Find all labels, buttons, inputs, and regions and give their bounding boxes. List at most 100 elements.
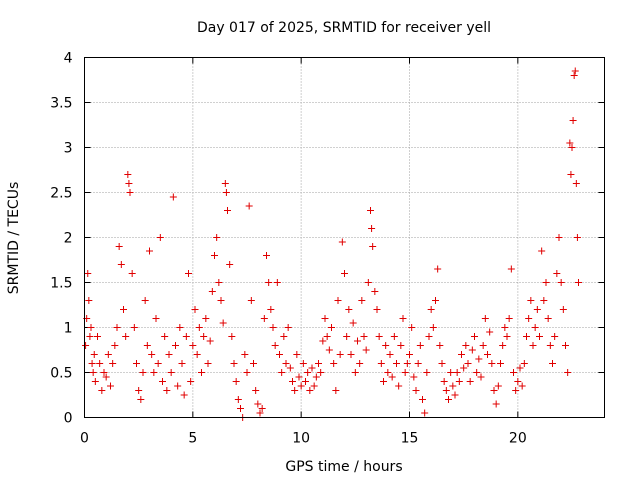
data-point: [187, 378, 195, 385]
data-point: [141, 297, 149, 304]
data-point: [297, 382, 305, 390]
data-point: [104, 351, 112, 358]
data-point: [198, 369, 205, 376]
data-point: [310, 382, 318, 390]
data-point: [403, 360, 411, 367]
data-point: [128, 270, 136, 277]
data-point: [126, 189, 134, 196]
data-point: [124, 171, 132, 178]
data-point: [347, 351, 355, 358]
data-point: [221, 180, 229, 187]
data-point: [278, 369, 286, 376]
data-point: [462, 342, 470, 349]
data-point: [213, 234, 221, 241]
data-point: [82, 342, 90, 349]
data-point: [172, 342, 179, 349]
y-tick-label: 2: [64, 231, 73, 247]
data-point: [520, 360, 528, 367]
x-tick-label: 15: [401, 431, 419, 447]
data-point: [412, 387, 420, 394]
data-point: [338, 238, 346, 246]
data-point: [230, 360, 238, 367]
data-point: [343, 333, 351, 340]
data-point: [375, 333, 383, 340]
data-point: [208, 288, 216, 295]
data-point: [510, 369, 517, 376]
y-tick-label: 0: [64, 411, 73, 427]
data-point: [299, 360, 307, 367]
data-point: [354, 337, 361, 345]
data-point: [505, 315, 513, 322]
data-point: [88, 360, 96, 367]
data-point: [100, 369, 108, 376]
data-point: [492, 400, 500, 408]
data-point: [531, 324, 539, 331]
data-point: [250, 360, 257, 367]
x-tick-label: 0: [80, 431, 89, 447]
y-tick-label: 3: [64, 141, 73, 157]
data-point: [399, 315, 407, 322]
data-point: [256, 409, 264, 417]
data-point: [174, 382, 182, 390]
data-point: [575, 279, 582, 286]
y-tick-label: 1.5: [50, 276, 72, 292]
tick-labels: 0 0.5 1 1.5 2 2.5 3 3.5 4 0 5 10 15 20: [50, 51, 527, 447]
data-point: [87, 324, 95, 331]
data-point: [371, 288, 379, 295]
data-point: [538, 247, 546, 255]
data-point: [176, 324, 184, 331]
data-point: [408, 324, 416, 331]
data-point: [271, 342, 279, 349]
data-point: [143, 342, 151, 349]
data-point: [263, 252, 270, 259]
data-point: [551, 333, 559, 340]
data-point: [546, 342, 554, 349]
data-point: [475, 355, 483, 363]
data-point: [445, 396, 452, 403]
data-point: [202, 315, 210, 322]
plot-frame: [84, 57, 605, 418]
data-point: [152, 315, 160, 322]
data-point: [94, 333, 101, 340]
data-point: [356, 360, 364, 367]
data-point: [360, 333, 368, 340]
data-point: [120, 306, 127, 313]
data-point: [325, 346, 333, 354]
data-point: [89, 369, 97, 376]
data-point: [222, 189, 230, 196]
data-point: [315, 360, 322, 367]
data-point: [321, 315, 329, 322]
data-point: [163, 387, 171, 394]
data-point: [425, 333, 433, 340]
data-point: [167, 369, 175, 376]
data-point: [328, 324, 335, 331]
data-point: [98, 387, 106, 394]
data-point: [234, 396, 242, 403]
data-point: [189, 342, 197, 349]
data-point: [84, 270, 92, 277]
data-point: [243, 369, 251, 376]
y-tick-label: 0.5: [50, 366, 72, 382]
data-point: [401, 369, 409, 376]
data-point: [102, 373, 110, 381]
data-point: [232, 378, 240, 385]
data-point: [386, 351, 394, 358]
data-point: [436, 342, 444, 349]
data-point: [382, 342, 390, 349]
data-point: [204, 360, 212, 367]
data-point: [276, 351, 283, 358]
y-axis-label: SRMTID / TECUs: [6, 182, 22, 295]
data-point: [416, 342, 424, 349]
data-point: [364, 279, 372, 286]
data-point: [377, 360, 385, 367]
data-point: [191, 306, 199, 313]
data-point: [384, 369, 392, 376]
data-point: [481, 315, 489, 322]
data-point: [169, 193, 177, 201]
data-point: [571, 67, 579, 75]
data-point: [291, 387, 299, 394]
data-point: [567, 171, 575, 178]
data-point: [345, 306, 353, 313]
data-point: [512, 387, 520, 394]
